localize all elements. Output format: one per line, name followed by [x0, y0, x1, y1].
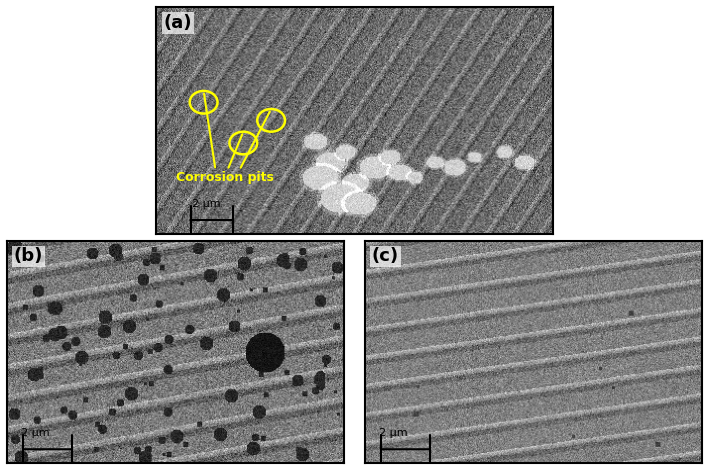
Text: (b): (b) — [14, 247, 43, 265]
Text: 2 μm: 2 μm — [191, 199, 220, 209]
Text: Corrosion pits: Corrosion pits — [176, 171, 274, 184]
Text: 2 μm: 2 μm — [379, 428, 407, 438]
Text: 2 μm: 2 μm — [21, 428, 49, 438]
Text: (a): (a) — [164, 14, 192, 32]
Text: (c): (c) — [372, 247, 399, 265]
